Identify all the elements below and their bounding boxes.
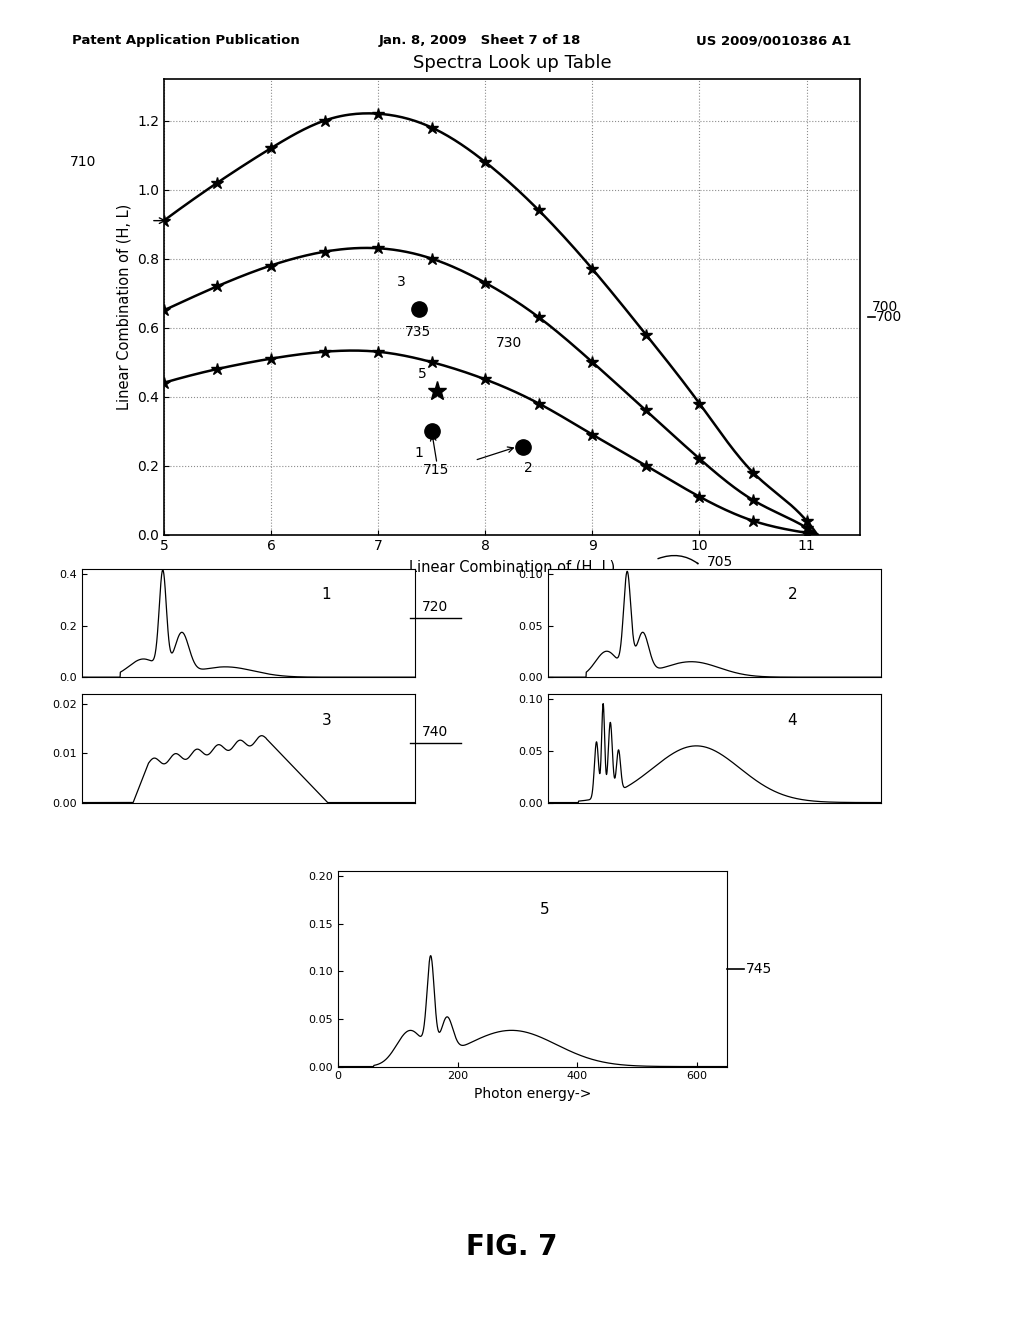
- Y-axis label: Linear Combination of (H, L): Linear Combination of (H, L): [117, 203, 131, 411]
- Text: 730: 730: [496, 335, 522, 350]
- Title: Spectra Look up Table: Spectra Look up Table: [413, 54, 611, 73]
- Text: 705: 705: [707, 556, 733, 569]
- Text: 705: 705: [764, 582, 790, 597]
- Text: 5: 5: [541, 902, 550, 917]
- X-axis label: Linear Combination of (H, L): Linear Combination of (H, L): [409, 558, 615, 574]
- Text: 3: 3: [322, 713, 332, 727]
- Text: US 2009/0010386 A1: US 2009/0010386 A1: [696, 34, 852, 48]
- Text: 740: 740: [422, 725, 449, 739]
- Text: 1: 1: [322, 587, 331, 602]
- Text: 735: 735: [404, 325, 431, 339]
- Text: 700: 700: [876, 310, 902, 323]
- Text: 2: 2: [787, 587, 797, 602]
- Text: 2: 2: [523, 462, 532, 475]
- Text: 700: 700: [871, 300, 898, 314]
- Text: 720: 720: [422, 599, 449, 614]
- Text: Patent Application Publication: Patent Application Publication: [72, 34, 299, 48]
- Text: Jan. 8, 2009   Sheet 7 of 18: Jan. 8, 2009 Sheet 7 of 18: [379, 34, 582, 48]
- Text: 710: 710: [70, 156, 96, 169]
- Text: FIG. 7: FIG. 7: [466, 1233, 558, 1262]
- Text: 1: 1: [415, 446, 423, 459]
- Text: 4: 4: [787, 713, 797, 727]
- Text: 5: 5: [418, 367, 426, 380]
- X-axis label: Photon energy->: Photon energy->: [474, 1086, 591, 1101]
- Text: 3: 3: [397, 275, 407, 289]
- Text: 715: 715: [423, 463, 450, 478]
- Text: 745: 745: [745, 962, 772, 975]
